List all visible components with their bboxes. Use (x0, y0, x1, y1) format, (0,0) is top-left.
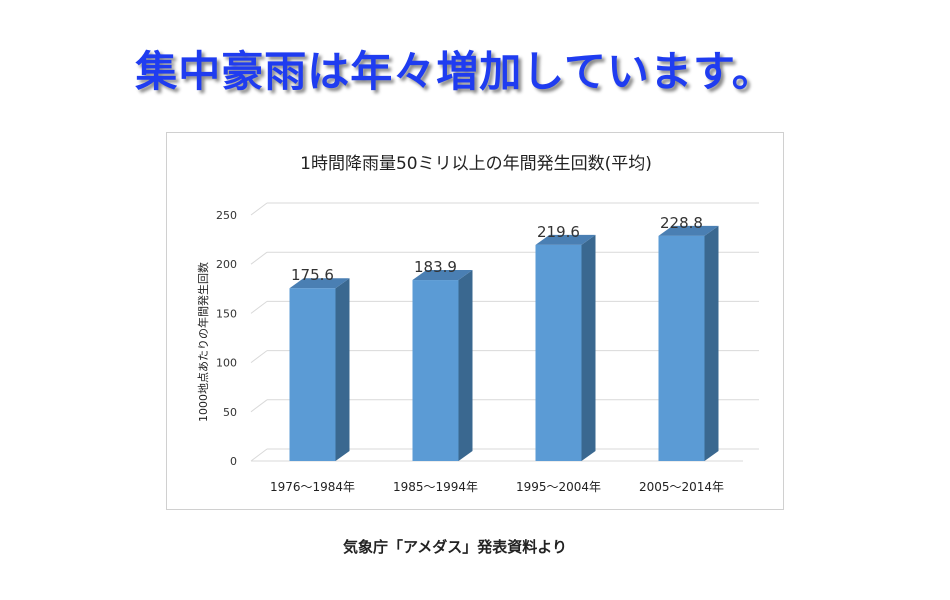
bar-side-2 (581, 234, 596, 461)
gridline-1-side (250, 399, 268, 413)
bar-1 (412, 280, 459, 461)
gridline-3-side (250, 300, 268, 314)
gridline-4-side (250, 251, 268, 265)
bar-top-0 (289, 278, 350, 289)
gridline-2-side (250, 350, 268, 364)
bar-top-2 (535, 234, 596, 245)
x-axis-categories: 1976～1984年 1985～1994年 1995～2004年 2005～2014年 (270, 480, 724, 494)
data-label-3: 228.8 (660, 214, 703, 232)
bars (289, 225, 719, 461)
y-axis-label: 1000地点あたりの年間発生回数 (196, 262, 210, 422)
y-tick-label-0: 0 (230, 455, 237, 468)
bar-top-3 (658, 225, 719, 236)
x-category-label-2: 1995～2004年 (516, 480, 601, 494)
bar-chart: 1時間降雨量50ミリ以上の年間発生回数(平均) 1000地点あたりの年間発生回数… (196, 154, 759, 494)
page-headline: 集中豪雨は年々増加しています。 (135, 47, 775, 96)
y-axis-ticks: 0 50 100 150 200 250 (216, 209, 237, 468)
bar-side-0 (335, 278, 350, 461)
bar-0 (289, 288, 336, 461)
source-note: 気象庁「アメダス」発表資料より (343, 538, 567, 556)
y-tick-label-5: 250 (216, 209, 237, 222)
y-tick-label-1: 50 (223, 406, 237, 419)
y-tick-label-4: 200 (216, 258, 237, 271)
gridline-5-side (250, 202, 268, 216)
y-tick-label-3: 150 (216, 307, 237, 320)
data-label-1: 183.9 (414, 258, 457, 276)
gridline-0-side (250, 448, 268, 462)
data-label-2: 219.6 (537, 223, 580, 241)
bar-3 (658, 235, 705, 461)
chart-title: 1時間降雨量50ミリ以上の年間発生回数(平均) (300, 154, 652, 174)
y-tick-label-2: 100 (216, 357, 237, 370)
x-category-label-3: 2005～2014年 (639, 480, 724, 494)
x-category-label-0: 1976～1984年 (270, 480, 355, 494)
data-labels: 175.6 183.9 219.6 228.8 (291, 214, 703, 284)
bar-2 (535, 244, 582, 461)
bar-side-3 (704, 225, 719, 461)
chart-container: 1時間降雨量50ミリ以上の年間発生回数(平均) 1000地点あたりの年間発生回数… (166, 132, 784, 510)
bar-top-1 (412, 270, 473, 281)
bar-side-1 (458, 270, 473, 461)
x-category-label-1: 1985～1994年 (393, 480, 478, 494)
data-label-0: 175.6 (291, 266, 334, 284)
